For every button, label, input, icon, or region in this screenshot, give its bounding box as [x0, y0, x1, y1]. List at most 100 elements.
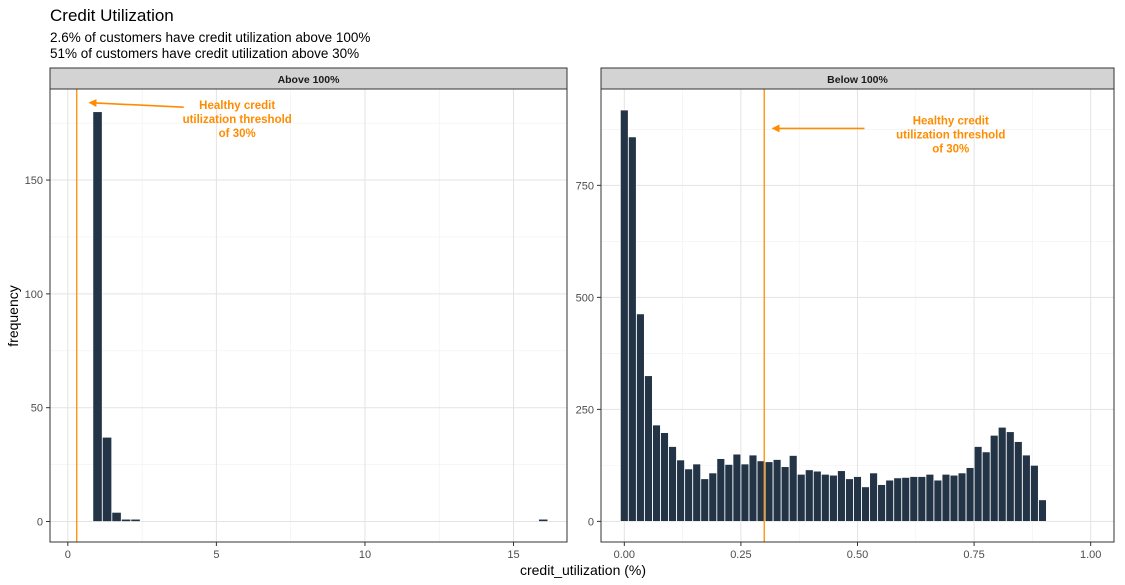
- x-tick-label: 0.75: [963, 549, 984, 561]
- histogram-bar: [853, 476, 862, 522]
- histogram-bar: [92, 111, 103, 522]
- y-tick-label: 0: [37, 517, 43, 529]
- y-tick-label: 750: [576, 180, 594, 192]
- histogram-bar: [998, 426, 1007, 522]
- histogram-bar: [901, 477, 910, 522]
- panel-below-100: Below 100% Healthy credit utilization thre…: [576, 67, 1115, 561]
- histogram-bar: [990, 435, 999, 522]
- histogram-bar: [636, 313, 645, 522]
- annotation-text-line: utilization threshold: [896, 129, 1005, 141]
- x-axis-label: credit_utilization (%): [520, 562, 646, 578]
- x-tick-label: 0.00: [614, 549, 635, 561]
- histogram-bar: [708, 472, 717, 522]
- histogram-bar: [877, 484, 886, 522]
- histogram-bar: [941, 474, 951, 522]
- y-tick-label: 50: [31, 403, 43, 415]
- chart-subtitle-2: 51% of customers have credit utilization…: [50, 46, 359, 61]
- x-tick-label: 5: [213, 549, 219, 561]
- x-tick-label: 0.50: [847, 549, 868, 561]
- histogram-bar: [111, 512, 122, 522]
- histogram-bar: [780, 466, 790, 522]
- histogram-bar: [668, 446, 677, 522]
- histogram-bar: [652, 424, 661, 522]
- histogram-bar: [772, 459, 782, 522]
- annotation-text-line: utilization threshold: [183, 114, 292, 126]
- histogram-bar: [965, 467, 975, 522]
- histogram-bar: [885, 479, 894, 522]
- x-tick-label: 15: [507, 549, 519, 561]
- histogram-bar: [1014, 441, 1023, 522]
- histogram-bar: [538, 518, 549, 522]
- histogram-bar: [692, 463, 701, 522]
- panel-above-100: Above 100% Healthy credit utilization thre…: [25, 67, 568, 561]
- chart-subtitle-1: 2.6% of customers have credit utilizatio…: [50, 30, 370, 45]
- chart-title: Credit Utilization: [50, 6, 174, 25]
- histogram-bar: [1038, 499, 1047, 522]
- histogram-bar: [805, 469, 814, 522]
- histogram-bar: [644, 375, 653, 522]
- histogram-bar: [845, 478, 854, 522]
- axes: 0.00 0.25 0.50 0.75 1.00 0 250 500 750: [576, 180, 1102, 561]
- histogram-bar: [973, 446, 983, 522]
- histogram-bar: [700, 478, 709, 522]
- histogram-bar: [789, 455, 798, 522]
- histogram-bar: [861, 486, 870, 522]
- histogram-bar: [102, 436, 112, 522]
- y-tick-label: 0: [588, 516, 594, 528]
- y-axis-label: frequency: [5, 285, 21, 346]
- x-tick-label: 0.25: [730, 549, 751, 561]
- x-tick-label: 0: [65, 549, 71, 561]
- histogram-bar: [821, 474, 830, 522]
- annotation-arrow: [88, 99, 184, 109]
- histogram-bar: [620, 109, 629, 522]
- histogram-bar: [748, 454, 758, 522]
- y-tick-label: 100: [25, 289, 43, 301]
- histogram-bar: [829, 474, 838, 522]
- histogram-bar: [981, 451, 991, 522]
- y-tick-label: 500: [576, 292, 594, 304]
- histogram-bar: [949, 474, 959, 522]
- histogram-bar: [837, 470, 846, 522]
- histogram-bar: [813, 470, 822, 522]
- histogram-bar: [909, 476, 918, 522]
- x-tick-label: 10: [359, 549, 371, 561]
- histogram-bar: [925, 474, 935, 522]
- histogram-bar: [121, 518, 131, 522]
- histogram-bar: [917, 476, 926, 522]
- bars: [92, 111, 549, 522]
- facet-strip-label: Above 100%: [278, 74, 341, 86]
- histogram-bar: [660, 432, 669, 522]
- histogram-bar: [797, 474, 806, 522]
- y-tick-label: 250: [576, 404, 594, 416]
- histogram-bar: [130, 518, 141, 522]
- annotation-text-line: of 30%: [932, 143, 969, 155]
- y-tick-label: 150: [25, 175, 43, 187]
- histogram-bar: [869, 472, 878, 522]
- histogram-bar: [1022, 454, 1031, 522]
- histogram-bar: [684, 468, 693, 522]
- grid-lines: [50, 89, 567, 542]
- histogram-bar: [716, 458, 725, 522]
- histogram-bar: [893, 477, 902, 522]
- histogram-bar: [764, 461, 774, 522]
- annotation-text-line: Healthy credit: [913, 115, 989, 127]
- histogram-bar: [957, 472, 967, 522]
- histogram-bar: [1006, 431, 1015, 522]
- histogram-bar: [628, 136, 637, 522]
- histogram-bar: [933, 479, 943, 522]
- bars: [620, 109, 1047, 522]
- histogram-bar: [1030, 465, 1039, 522]
- x-tick-label: 1.00: [1080, 549, 1101, 561]
- histogram-bar: [740, 463, 750, 522]
- histogram-bar: [732, 453, 742, 522]
- annotation-text-line: of 30%: [219, 128, 256, 140]
- plot-background: [50, 89, 567, 542]
- histogram-bar: [676, 459, 685, 522]
- annotation-text-line: Healthy credit: [199, 100, 275, 112]
- panel-border: [49, 88, 568, 543]
- facet-strip-label: Below 100%: [827, 74, 888, 86]
- histogram-bar: [724, 464, 734, 522]
